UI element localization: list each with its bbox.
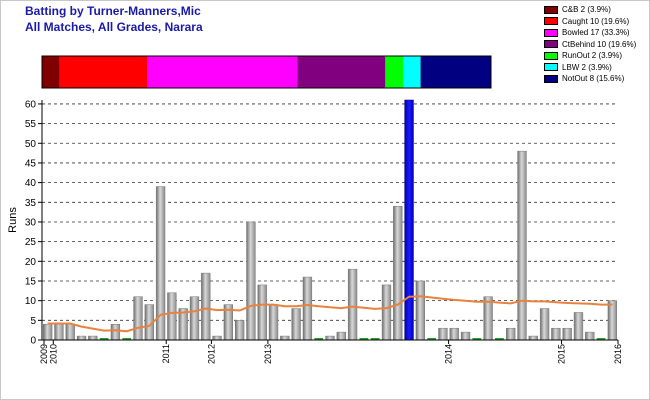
- legend-item: RunOut 2 (3.9%): [544, 50, 622, 61]
- legend-item: Caught 10 (19.6%): [544, 16, 629, 27]
- dismissal-strip-border: [41, 55, 492, 89]
- highest-score-bar: [404, 99, 414, 341]
- innings-bar: [110, 324, 121, 341]
- dismissal-segment: [42, 56, 60, 88]
- legend-swatch: [544, 17, 558, 25]
- legend-swatch: [544, 51, 558, 60]
- y-tick-label: 40: [25, 178, 37, 189]
- innings-bar: [562, 327, 572, 341]
- innings-bar: [607, 300, 618, 341]
- x-year-label: 2010: [48, 344, 58, 364]
- y-tick-label: 30: [25, 217, 37, 228]
- x-year-label: 2016: [613, 344, 623, 364]
- innings-bar: [347, 268, 358, 341]
- innings-bar: [167, 292, 177, 341]
- innings-bar: [76, 335, 87, 341]
- x-year-label: 2015: [557, 344, 567, 364]
- innings-bar: [88, 335, 98, 341]
- chart-title-line1: Batting by Turner-Manners,Mic: [25, 4, 201, 18]
- legend-item: Bowled 17 (33.3%): [544, 27, 630, 38]
- innings-bar: [201, 272, 211, 341]
- dismissal-segment: [420, 56, 491, 88]
- dismissal-segment: [385, 56, 403, 88]
- legend-label: C&B 2 (3.9%): [562, 5, 611, 14]
- dismissal-segment: [147, 56, 298, 88]
- y-tick-label: 25: [25, 237, 37, 248]
- innings-bar: [302, 276, 313, 341]
- innings-bar: [42, 324, 53, 341]
- legend-label: LBW 2 (3.9%): [562, 62, 612, 72]
- legend-swatch: [544, 74, 558, 83]
- legend-swatch: [544, 28, 558, 37]
- innings-bar: [189, 296, 200, 341]
- innings-bar: [257, 284, 267, 341]
- innings-bar: [449, 327, 459, 341]
- innings-bar: [438, 327, 448, 341]
- y-tick-label: 50: [25, 139, 37, 150]
- y-tick-label: 35: [25, 198, 37, 209]
- innings-bar: [415, 280, 426, 341]
- innings-bar: [460, 331, 471, 341]
- innings-bar: [551, 327, 561, 341]
- y-tick-label: 45: [25, 158, 37, 169]
- innings-bar: [483, 296, 493, 341]
- x-year-label: 2014: [444, 344, 454, 364]
- y-axis-title: Runs: [7, 207, 19, 233]
- y-tick-label: 60: [25, 99, 37, 110]
- dismissal-segment: [297, 56, 386, 88]
- y-tick-label: 10: [25, 296, 37, 307]
- dismissal-segment: [402, 56, 421, 88]
- innings-bar: [133, 296, 143, 341]
- legend-item: NotOut 8 (15.6%): [544, 73, 624, 84]
- legend-label: Bowled 17 (33.3%): [562, 28, 630, 37]
- y-tick-label: 15: [25, 276, 37, 287]
- innings-bar: [54, 324, 64, 341]
- innings-bar: [336, 331, 346, 341]
- innings-bar: [573, 312, 584, 341]
- legend-swatch: [544, 40, 558, 48]
- innings-bar: [280, 335, 290, 341]
- innings-bar: [528, 335, 538, 341]
- innings-bar: [268, 304, 279, 341]
- x-year-label: 2013: [263, 344, 273, 364]
- y-tick-label: 55: [25, 119, 37, 130]
- y-tick-label: 0: [30, 336, 36, 347]
- legend-item: C&B 2 (3.9%): [544, 4, 611, 15]
- chart-title-line2: All Matches, All Grades, Narara: [25, 20, 203, 34]
- legend-label: CtBehind 10 (19.6%): [562, 39, 637, 49]
- legend-label: NotOut 8 (15.6%): [562, 74, 625, 83]
- innings-bar: [291, 308, 301, 341]
- innings-bar: [506, 327, 516, 341]
- innings-bar: [246, 221, 256, 341]
- innings-bar: [393, 205, 403, 341]
- innings-bar: [539, 308, 550, 341]
- legend-item: LBW 2 (3.9%): [544, 62, 612, 73]
- legend-label: RunOut 2 (3.9%): [562, 51, 623, 60]
- y-tick-label: 20: [25, 257, 37, 268]
- innings-bar: [381, 284, 392, 341]
- legend-swatch: [544, 63, 558, 71]
- legend-swatch: [544, 5, 558, 14]
- x-year-label: 2011: [161, 344, 171, 363]
- innings-bar: [517, 150, 527, 341]
- dismissal-segment: [59, 56, 148, 88]
- running-average-line: [47, 295, 613, 333]
- innings-bar: [212, 335, 222, 341]
- innings-bar: [585, 331, 595, 341]
- x-year-label: 2009: [39, 344, 49, 364]
- legend-item: CtBehind 10 (19.6%): [544, 39, 636, 50]
- innings-bar: [325, 335, 335, 341]
- innings-bar: [65, 324, 75, 341]
- innings-bar: [234, 320, 245, 341]
- legend-label: Caught 10 (19.6%): [562, 16, 630, 26]
- y-tick-label: 5: [30, 316, 36, 327]
- x-year-label: 2012: [206, 344, 216, 364]
